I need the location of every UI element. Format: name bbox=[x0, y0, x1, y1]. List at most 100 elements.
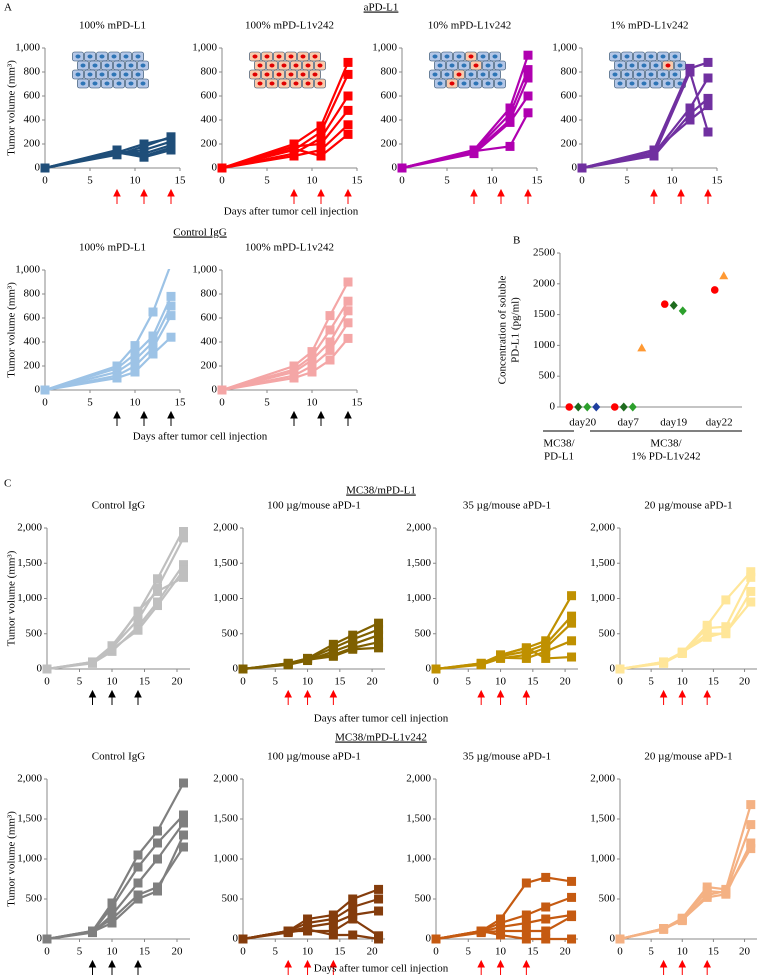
data-point bbox=[374, 625, 384, 635]
x-tick-label: 20 bbox=[560, 946, 572, 958]
data-point bbox=[139, 141, 149, 151]
cell-illustration bbox=[249, 51, 326, 89]
data-point bbox=[179, 565, 188, 575]
y-tick-label: 500 bbox=[415, 893, 432, 905]
series-line bbox=[401, 95, 529, 170]
nucleus bbox=[617, 81, 623, 86]
nucleus bbox=[468, 54, 474, 59]
nucleus bbox=[653, 81, 659, 86]
y-tick-label: 2,000 bbox=[17, 522, 42, 534]
y-tick-label: 1,000 bbox=[213, 592, 238, 604]
x-tick-label: 20 bbox=[172, 676, 184, 688]
nucleus bbox=[92, 81, 98, 86]
x-tick-label: 15 bbox=[175, 175, 187, 187]
data-point bbox=[166, 332, 176, 342]
y-tick-label: 400 bbox=[24, 336, 41, 348]
y-tick-label: 400 bbox=[201, 114, 218, 126]
y-tick-label: 600 bbox=[381, 90, 398, 102]
nucleus bbox=[636, 54, 642, 59]
data-point bbox=[289, 144, 299, 154]
data-point bbox=[307, 347, 317, 357]
y-tick-label: 800 bbox=[561, 66, 578, 78]
data-point bbox=[166, 132, 176, 142]
y-tick-label: 2,000 bbox=[406, 522, 431, 534]
x-tick-label: 5 bbox=[87, 175, 93, 187]
group-header: MC38/mPD-L1 bbox=[346, 485, 416, 497]
y-axis-label: Tumor volume (mm³) bbox=[6, 282, 18, 378]
nucleus bbox=[317, 63, 323, 68]
treatment-arrow bbox=[113, 410, 121, 426]
chart-title: 100% mPD-L1v242 bbox=[245, 242, 334, 254]
x-tick-label: 0 bbox=[42, 175, 48, 187]
x-tick-label: 10 bbox=[495, 946, 507, 958]
x-tick-label: 20 bbox=[367, 676, 379, 688]
nucleus bbox=[636, 72, 642, 77]
y-tick-label: 500 bbox=[599, 627, 616, 639]
nucleus bbox=[293, 81, 299, 86]
plot-area bbox=[397, 50, 533, 173]
data-point bbox=[289, 151, 299, 161]
data-point bbox=[307, 355, 317, 365]
nucleus bbox=[665, 81, 671, 86]
data-point bbox=[523, 73, 533, 83]
x-tick-label: 15 bbox=[175, 397, 187, 409]
nucleus bbox=[468, 72, 474, 77]
nucleus bbox=[104, 81, 110, 86]
y-tick-label: 1,500 bbox=[213, 557, 238, 569]
data-point bbox=[649, 150, 659, 160]
y-tick-label: 800 bbox=[24, 66, 41, 78]
x-tick-label: 10 bbox=[307, 175, 319, 187]
data-point bbox=[348, 930, 358, 940]
data-point bbox=[179, 778, 188, 788]
data-point bbox=[133, 894, 143, 904]
data-point bbox=[238, 664, 248, 674]
nucleus bbox=[456, 72, 462, 77]
group-header: aPD-L1 bbox=[364, 2, 399, 14]
data-point bbox=[348, 634, 358, 644]
x-tick-label: 5 bbox=[466, 676, 472, 688]
y-tick-label: 1000 bbox=[533, 339, 556, 351]
data-point bbox=[133, 862, 143, 872]
series-line bbox=[221, 133, 349, 170]
chart-title: 1% mPD-L1v242 bbox=[611, 20, 689, 32]
plot-area bbox=[431, 872, 577, 944]
nucleus bbox=[444, 72, 450, 77]
data-point bbox=[677, 647, 687, 657]
nucleus bbox=[456, 54, 462, 59]
y-tick-label: 600 bbox=[561, 90, 578, 102]
data-point bbox=[521, 643, 531, 653]
y-tick-label: 1,000 bbox=[15, 42, 40, 54]
series-line bbox=[619, 848, 752, 941]
y-tick-label: 0 bbox=[212, 162, 218, 174]
data-point bbox=[148, 337, 158, 347]
data-point bbox=[610, 403, 619, 411]
nucleus bbox=[317, 81, 323, 86]
nucleus bbox=[648, 54, 654, 59]
data-point bbox=[592, 402, 601, 412]
data-point bbox=[153, 826, 162, 836]
y-tick-label: 500 bbox=[222, 627, 239, 639]
data-point bbox=[343, 69, 353, 79]
data-point bbox=[107, 644, 117, 654]
data-point bbox=[343, 91, 353, 101]
nucleus bbox=[672, 54, 678, 59]
nucleus bbox=[135, 54, 141, 59]
nucleus bbox=[87, 72, 93, 77]
nucleus bbox=[437, 81, 443, 86]
plot-area bbox=[40, 269, 176, 395]
nucleus bbox=[252, 54, 258, 59]
y-tick-label: 1,000 bbox=[213, 853, 238, 865]
nucleus bbox=[629, 81, 635, 86]
data-point bbox=[166, 311, 176, 321]
y-tick-label: 1,000 bbox=[372, 42, 397, 54]
x-tick-label: day22 bbox=[706, 417, 733, 429]
nucleus bbox=[624, 72, 630, 77]
nucleus bbox=[641, 63, 647, 68]
x-axis-label: Days after tumor cell injection bbox=[314, 713, 449, 725]
data-point bbox=[685, 115, 695, 125]
data-point bbox=[567, 591, 577, 601]
cell-illustration bbox=[72, 51, 149, 89]
data-point bbox=[567, 618, 577, 628]
x-tick-label: 15 bbox=[334, 946, 346, 958]
y-tick-label: 400 bbox=[561, 114, 578, 126]
